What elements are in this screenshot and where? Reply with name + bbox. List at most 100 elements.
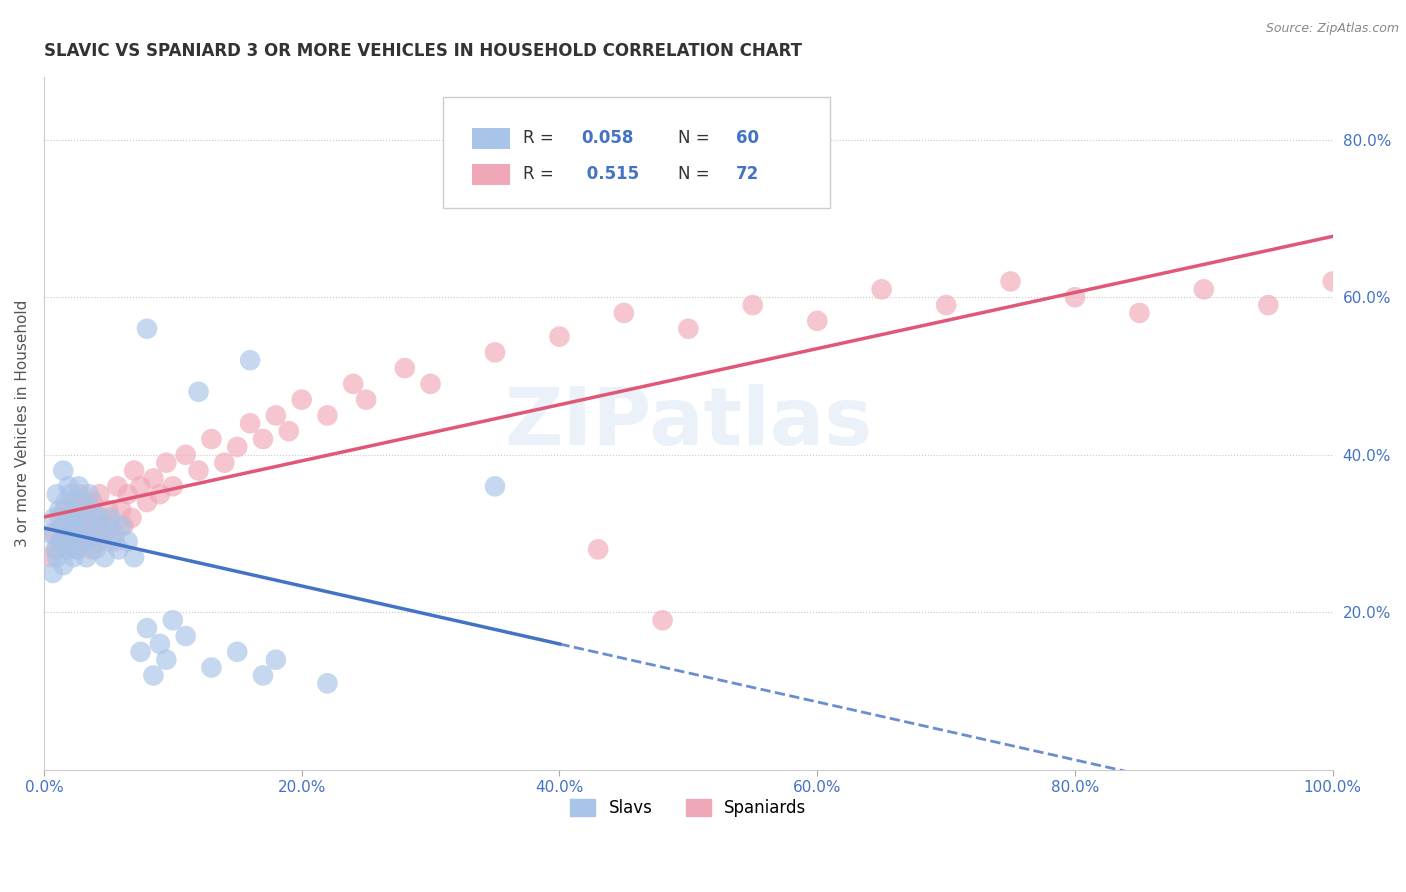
Point (75, 518, 97, 533)
Point (129, 479, 152, 493)
Point (155, 653, 177, 667)
Point (75, 503, 97, 517)
Point (84, 518, 107, 533)
Point (42, 566, 65, 580)
Point (52, 518, 75, 533)
Point (252, 668, 274, 682)
Point (162, 613, 184, 627)
Point (44, 511, 66, 525)
Point (142, 471, 165, 485)
Point (1000, 275, 1022, 289)
Point (252, 432, 274, 446)
Point (104, 534, 127, 549)
Point (49, 534, 72, 549)
Point (129, 645, 152, 659)
Point (100, 511, 122, 525)
Point (63, 503, 86, 517)
Point (149, 637, 172, 651)
Point (44, 542, 66, 557)
Point (82, 495, 104, 509)
Point (84, 542, 107, 557)
Point (58, 526, 80, 541)
Point (239, 417, 262, 431)
Point (142, 668, 165, 682)
Point (105, 479, 128, 493)
Point (806, 314, 828, 328)
Point (65, 518, 87, 533)
Point (291, 392, 314, 407)
Point (84, 526, 107, 541)
Point (89, 487, 111, 501)
Point (187, 384, 209, 399)
Point (149, 487, 172, 501)
Point (45, 542, 67, 557)
Point (53, 503, 76, 517)
Point (174, 629, 197, 643)
Point (60, 534, 83, 549)
Point (59, 511, 82, 525)
Point (82, 503, 104, 517)
Point (277, 424, 299, 438)
Point (239, 353, 262, 368)
Text: SLAVIC VS SPANIARD 3 OR MORE VEHICLES IN HOUSEHOLD CORRELATION CHART: SLAVIC VS SPANIARD 3 OR MORE VEHICLES IN… (44, 42, 801, 60)
Point (174, 448, 197, 462)
Point (72, 511, 94, 525)
Point (97, 534, 120, 549)
Point (1064, 290, 1087, 304)
Point (1192, 282, 1215, 296)
Point (122, 550, 145, 565)
Text: ZIPatlas: ZIPatlas (505, 384, 873, 462)
Point (264, 409, 287, 423)
Point (121, 511, 143, 525)
Point (316, 409, 339, 423)
Point (87, 534, 110, 549)
Point (316, 676, 339, 690)
Point (162, 479, 184, 493)
Point (187, 464, 209, 478)
Point (935, 298, 957, 312)
Point (58, 479, 80, 493)
Text: N =: N = (678, 165, 714, 183)
Point (52, 558, 75, 573)
Point (548, 329, 571, 343)
Point (97, 503, 120, 517)
Point (200, 660, 222, 674)
Point (200, 432, 222, 446)
Point (613, 306, 636, 320)
Point (55, 495, 77, 509)
Point (104, 526, 127, 541)
Point (651, 613, 673, 627)
Point (39, 526, 62, 541)
Point (39, 550, 62, 565)
Point (678, 322, 700, 336)
Point (870, 282, 893, 296)
Point (394, 361, 416, 376)
Point (136, 621, 159, 635)
Point (48, 503, 70, 517)
Text: 72: 72 (735, 165, 759, 183)
Text: Source: ZipAtlas.com: Source: ZipAtlas.com (1265, 22, 1399, 36)
Point (77, 526, 100, 541)
Point (226, 440, 249, 454)
Point (56, 542, 79, 557)
Point (484, 479, 506, 493)
Point (59, 534, 82, 549)
Text: R =: R = (523, 129, 560, 147)
Point (342, 376, 364, 391)
Point (66, 542, 89, 557)
Point (53, 526, 76, 541)
Point (80, 542, 103, 557)
Point (214, 456, 236, 470)
Point (49, 534, 72, 549)
Point (100, 518, 122, 533)
Point (65, 542, 87, 557)
Point (107, 542, 129, 557)
Point (60, 526, 83, 541)
Point (75, 550, 97, 565)
Point (110, 503, 132, 517)
Bar (472, 128, 510, 149)
Point (77, 487, 100, 501)
Point (48, 511, 70, 525)
Legend: Slavs, Spaniards: Slavs, Spaniards (564, 793, 813, 824)
Point (484, 345, 506, 359)
